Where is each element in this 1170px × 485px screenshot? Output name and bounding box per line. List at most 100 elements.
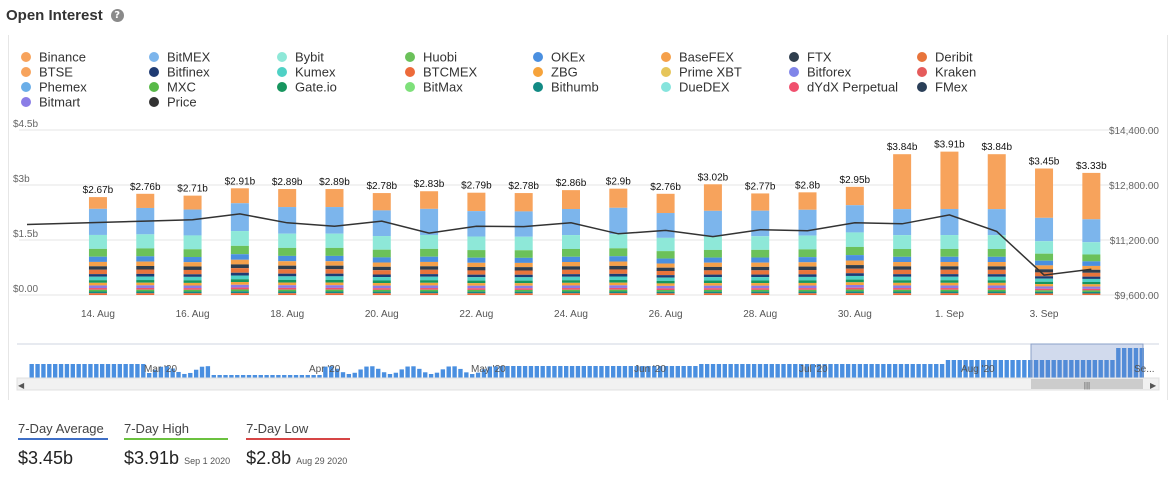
bar-segment[interactable] <box>940 285 959 289</box>
bar-segment-binance[interactable] <box>1082 172 1101 220</box>
legend-marker[interactable] <box>277 52 287 62</box>
bar-segment[interactable] <box>514 280 533 284</box>
bar-segment[interactable] <box>1082 278 1101 283</box>
bar-segment[interactable] <box>703 285 722 289</box>
bar-segment[interactable] <box>325 207 344 234</box>
bar-segment[interactable] <box>893 285 912 289</box>
legend-item-kraken[interactable]: Kraken <box>935 65 976 80</box>
bar-segment[interactable] <box>88 289 107 292</box>
bar-segment-binance[interactable] <box>420 191 439 209</box>
bar-segment[interactable] <box>278 293 297 295</box>
bar-segment[interactable] <box>562 293 580 295</box>
bar-segment[interactable] <box>751 291 770 294</box>
bar-segment-binance[interactable] <box>845 186 864 206</box>
bar-segment[interactable] <box>183 262 202 267</box>
bar-segment[interactable] <box>562 235 580 249</box>
bar-segment[interactable] <box>136 256 155 262</box>
bar-segment[interactable] <box>940 274 959 277</box>
bar-segment[interactable] <box>940 261 959 267</box>
bar-segment[interactable] <box>230 254 249 260</box>
bar-segment-binance[interactable] <box>987 154 1006 210</box>
bar-segment[interactable] <box>1082 282 1101 285</box>
bar-segment[interactable] <box>420 261 439 267</box>
bar-segment[interactable] <box>940 293 959 295</box>
bar-segment[interactable] <box>987 256 1006 263</box>
bar-segment[interactable] <box>372 283 391 286</box>
bar-segment[interactable] <box>845 205 864 233</box>
bar-segment[interactable] <box>420 208 439 235</box>
bar-segment[interactable] <box>88 248 107 257</box>
bar-segment[interactable] <box>893 276 912 281</box>
legend-item-prime-xbt[interactable]: Prime XBT <box>679 65 742 80</box>
bar-segment[interactable] <box>514 291 533 294</box>
bar-segment[interactable] <box>845 255 864 261</box>
bar-segment[interactable] <box>562 209 580 236</box>
bar-segment[interactable] <box>798 235 817 250</box>
bar-segment[interactable] <box>798 291 817 294</box>
bar-segment[interactable] <box>1035 260 1054 266</box>
price-line[interactable] <box>26 213 1092 276</box>
bar-segment[interactable] <box>845 265 864 269</box>
bar-segment[interactable] <box>609 291 628 294</box>
bar-segment-binance[interactable] <box>514 193 533 212</box>
bar-segment[interactable] <box>325 279 344 283</box>
bar-segment[interactable] <box>514 250 533 258</box>
legend-marker[interactable] <box>789 82 799 92</box>
bar-segment[interactable] <box>278 261 297 266</box>
bar-segment[interactable] <box>230 275 249 280</box>
bar-segment[interactable] <box>278 285 297 288</box>
bar-segment[interactable] <box>88 274 107 277</box>
legend-marker[interactable] <box>149 97 159 107</box>
scrollbar-track[interactable] <box>16 377 1160 391</box>
bar-segment[interactable] <box>798 257 817 263</box>
bar-segment[interactable] <box>703 291 722 294</box>
bar-segment[interactable] <box>940 269 959 275</box>
bar-segment[interactable] <box>609 207 628 235</box>
bar-segment[interactable] <box>372 249 391 258</box>
bar-segment[interactable] <box>562 280 580 283</box>
bar-segment[interactable] <box>1035 276 1054 279</box>
bar-segment[interactable] <box>325 287 344 290</box>
legend-item-price[interactable]: Price <box>167 95 197 110</box>
bar-segment[interactable] <box>88 256 107 262</box>
bar-segment[interactable] <box>609 280 628 283</box>
bar-segment[interactable] <box>703 249 722 258</box>
bar-segment[interactable] <box>656 291 675 294</box>
bar-segment[interactable] <box>372 262 391 267</box>
bar-segment[interactable] <box>987 289 1006 292</box>
bar-segment[interactable] <box>183 266 202 270</box>
bar-segment[interactable] <box>703 288 722 290</box>
bar-segment[interactable] <box>183 235 202 250</box>
legend-marker[interactable] <box>21 97 31 107</box>
bar-segment[interactable] <box>467 293 486 295</box>
bar-segment[interactable] <box>893 249 912 257</box>
bar-segment[interactable] <box>372 257 391 263</box>
bar-segment[interactable] <box>893 266 912 270</box>
bar-segment[interactable] <box>230 245 249 255</box>
bar-segment-binance[interactable] <box>609 188 628 208</box>
bar-segment[interactable] <box>230 264 249 269</box>
legend-marker[interactable] <box>149 82 159 92</box>
bar-segment[interactable] <box>420 280 439 283</box>
bar-segment[interactable] <box>278 265 297 270</box>
bar-segment[interactable] <box>514 274 533 278</box>
bar-segment[interactable] <box>514 277 533 281</box>
legend-marker[interactable] <box>533 82 543 92</box>
bar-segment[interactable] <box>1035 284 1054 287</box>
bar-segment[interactable] <box>703 277 722 281</box>
legend-item-ftx[interactable]: FTX <box>807 50 832 65</box>
bar-segment-binance[interactable] <box>183 195 202 210</box>
bar-segment[interactable] <box>467 211 486 237</box>
bar-segment[interactable] <box>893 235 912 250</box>
legend-item-huobi[interactable]: Huobi <box>423 50 457 65</box>
bar-segment[interactable] <box>798 293 817 295</box>
bar-segment-binance[interactable] <box>372 193 391 211</box>
bar-segment[interactable] <box>325 293 344 295</box>
bar-segment[interactable] <box>230 282 249 285</box>
bar-segment[interactable] <box>420 276 439 281</box>
bar-segment[interactable] <box>514 289 533 292</box>
bar-segment[interactable] <box>372 274 391 278</box>
bar-segment[interactable] <box>136 269 155 274</box>
bar-segment[interactable] <box>278 273 297 277</box>
bar-segment[interactable] <box>136 293 155 295</box>
